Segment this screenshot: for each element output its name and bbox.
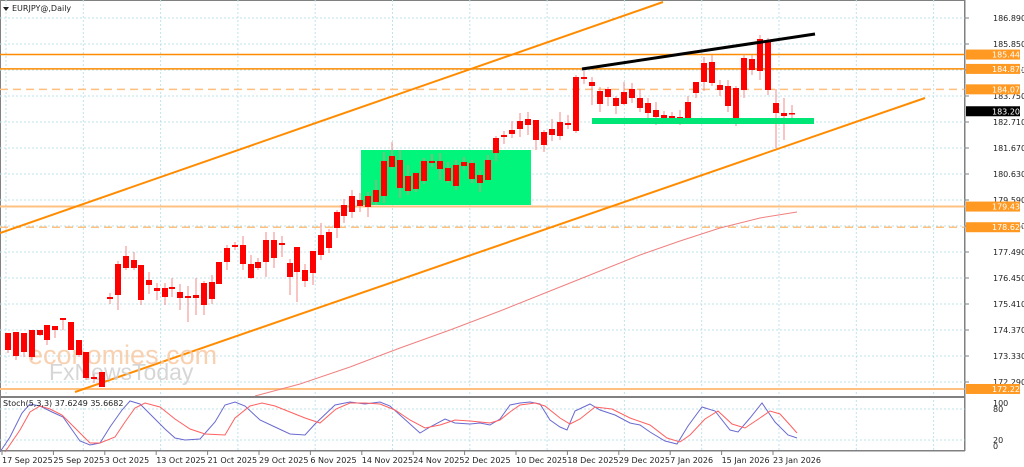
price-tick-label: 174.370 xyxy=(993,326,1024,335)
price-tick-label: 186.890 xyxy=(993,14,1024,23)
stoch-level-label: 100 xyxy=(993,399,1008,408)
watermark: economies.com FxNewsToday xyxy=(28,340,217,385)
price-tick-label: 175.410 xyxy=(993,300,1024,309)
resistance-trendline xyxy=(581,32,816,71)
date-tick-label: 29 Dec 2025 xyxy=(619,456,670,465)
price-tick-label: 180.630 xyxy=(993,170,1024,179)
date-tick-label: 23 Jan 2026 xyxy=(773,456,821,465)
price-tick-label: 185.850 xyxy=(993,40,1024,49)
stoch-grid xyxy=(0,408,965,441)
date-tick-label: 13 Oct 2025 xyxy=(156,456,205,465)
price-tick-label: 172.290 xyxy=(993,378,1024,387)
time-axis[interactable]: 17 Sep 2025 25 Sep 2025 3 Oct 2025 13 Oct 2… xyxy=(1,451,821,465)
moving-average-line xyxy=(254,211,798,397)
price-label: 178.620 xyxy=(992,223,1024,232)
triangle-down-icon[interactable] xyxy=(3,7,9,11)
price-tick-label: 177.490 xyxy=(993,248,1024,257)
pane-separator[interactable] xyxy=(0,396,965,398)
price-tick-label: 181.670 xyxy=(993,144,1024,153)
symbol-label: EURJPY@,Daily xyxy=(12,4,71,13)
channel-trendlines xyxy=(0,1,926,393)
candlesticks xyxy=(5,35,795,387)
stoch-level-label: 20 xyxy=(993,436,1003,445)
price-tick-label: 182.710 xyxy=(993,118,1024,127)
date-tick-label: 10 Dec 2025 xyxy=(516,456,567,465)
date-tick-label: 2 Dec 2025 xyxy=(465,456,511,465)
date-tick-label: 17 Sep 2025 xyxy=(2,456,53,465)
date-tick-label: 29 Oct 2025 xyxy=(259,456,308,465)
date-tick-label: 15 Jan 2026 xyxy=(722,456,770,465)
price-tick-label: 183.750 xyxy=(993,92,1024,101)
price-label: 183.204 xyxy=(992,107,1024,116)
price-label: 179.437 xyxy=(992,203,1024,212)
date-tick-label: 18 Dec 2025 xyxy=(567,456,618,465)
date-tick-label: 3 Oct 2025 xyxy=(105,456,149,465)
price-tick-label: 176.450 xyxy=(993,274,1024,283)
price-labels: 185.445 184.878 184.070 183.204 179.437 178.6… xyxy=(966,49,1024,394)
price-tick-label: 179.590 xyxy=(993,196,1024,205)
date-tick-label: 14 Nov 2025 xyxy=(362,456,413,465)
stoch-label: Stoch(5,3,3) 37.6249 35.6682 xyxy=(3,399,123,408)
price-tick-label: 173.330 xyxy=(993,352,1024,361)
stoch-main-line xyxy=(0,400,798,453)
stoch-signal-line xyxy=(4,402,798,453)
price-label: 184.070 xyxy=(992,85,1024,94)
grid-lines xyxy=(0,0,965,451)
date-tick-label: 6 Nov 2025 xyxy=(310,456,356,465)
price-label: 184.878 xyxy=(992,65,1024,74)
date-tick-label: 7 Jan 2026 xyxy=(670,456,713,465)
watermark-fxnewstoday: FxNewsToday xyxy=(49,359,194,385)
date-tick-label: 25 Sep 2025 xyxy=(53,456,104,465)
stoch-level-label: 80 xyxy=(993,405,1003,414)
price-label: 185.445 xyxy=(992,51,1024,60)
watermark-economies: economies.com xyxy=(28,340,217,370)
date-tick-label: 24 Nov 2025 xyxy=(413,456,464,465)
price-label: 172.227 xyxy=(992,385,1024,394)
date-tick-label: 21 Oct 2025 xyxy=(208,456,257,465)
horizontal-levels xyxy=(0,53,965,390)
stoch-level-label: 0 xyxy=(993,442,998,451)
